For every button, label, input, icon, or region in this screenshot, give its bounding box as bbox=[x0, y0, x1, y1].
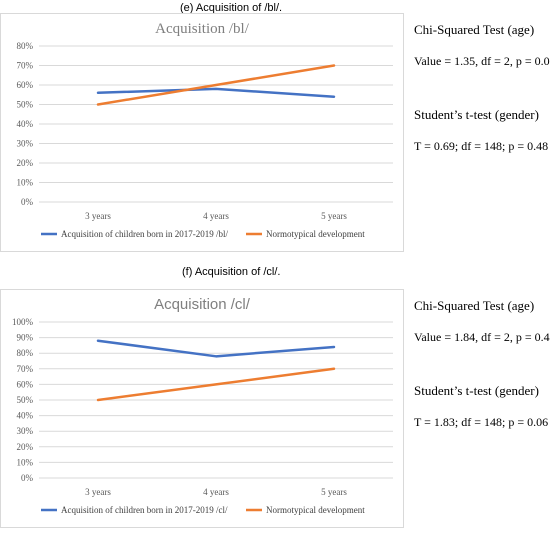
chart-title: Acquisition /cl/ bbox=[154, 296, 251, 313]
y-tick-label: 20% bbox=[17, 158, 34, 168]
chart-bl-container: Acquisition /bl/0% 10% 20% 30% 40% 50% 60% 70% 8… bbox=[0, 13, 404, 252]
chi-squared-title-f: Chi-Squared Test (age) bbox=[414, 298, 535, 313]
x-tick-label: 4 years bbox=[203, 211, 229, 221]
y-tick-label: 90% bbox=[17, 333, 34, 343]
series-line-acquisition bbox=[96, 87, 336, 98]
x-tick-label: 5 years bbox=[321, 487, 347, 497]
series-line-normotypical bbox=[96, 64, 336, 106]
stats-panel-e: Chi-Squared Test (age) Value = 1.35, df … bbox=[414, 22, 550, 154]
y-tick-label: 40% bbox=[17, 119, 34, 129]
x-tick-label: 3 years bbox=[85, 487, 111, 497]
y-tick-label: 100% bbox=[12, 317, 34, 327]
y-tick-label: 30% bbox=[17, 426, 34, 436]
chi-squared-value-f: Value = 1.84, df = 2, p = 0.40 bbox=[414, 330, 550, 344]
t-test-value-e: T = 0.69; df = 148; p = 0.48 bbox=[414, 139, 549, 153]
y-tick-label: 20% bbox=[17, 442, 34, 452]
y-tick-label: 80% bbox=[17, 348, 34, 358]
legend-label: Normotypical development bbox=[266, 505, 365, 515]
x-tick-label: 5 years bbox=[321, 211, 347, 221]
t-test-title-f: Student’s t-test (gender) bbox=[414, 383, 539, 398]
y-tick-label: 0% bbox=[21, 473, 34, 483]
chart-bl: Acquisition /bl/0% 10% 20% 30% 40% 50% 60% 70% 8… bbox=[17, 21, 393, 239]
panel-e-caption: (e) Acquisition of /bl/. bbox=[180, 2, 283, 14]
t-test-title-e: Student’s t-test (gender) bbox=[414, 107, 539, 122]
panel-f-caption: (f) Acquisition of /cl/. bbox=[182, 266, 281, 278]
y-tick-label: 0% bbox=[21, 197, 34, 207]
stats-panel-f: Chi-Squared Test (age) Value = 1.84, df … bbox=[414, 298, 550, 430]
y-tick-label: 70% bbox=[17, 364, 34, 374]
y-tick-label: 10% bbox=[17, 457, 34, 467]
x-tick-label: 3 years bbox=[85, 211, 111, 221]
chart-cl-container: Acquisition /cl/0% 10% 20% 30% 40% 50% 60% 70% 8… bbox=[0, 289, 404, 528]
y-tick-label: 50% bbox=[17, 100, 34, 110]
legend-label: Acquisition of children born in 2017-201… bbox=[61, 505, 228, 515]
series-line-acquisition bbox=[96, 339, 336, 358]
chi-squared-value-e: Value = 1.35, df = 2, p = 0.06 bbox=[414, 54, 550, 68]
legend-label: Acquisition of children born in 2017-201… bbox=[61, 229, 228, 239]
y-tick-label: 10% bbox=[17, 178, 34, 188]
chart-title: Acquisition /bl/ bbox=[155, 21, 250, 37]
chi-squared-title-e: Chi-Squared Test (age) bbox=[414, 22, 535, 37]
chart-cl: Acquisition /cl/0% 10% 20% 30% 40% 50% 60% 70% 8… bbox=[12, 296, 393, 515]
series-line-normotypical bbox=[96, 367, 336, 402]
y-tick-label: 60% bbox=[17, 379, 34, 389]
x-tick-label: 4 years bbox=[203, 487, 229, 497]
y-tick-label: 40% bbox=[17, 411, 34, 421]
t-test-value-f: T = 1.83; df = 148; p = 0.06 bbox=[414, 415, 549, 429]
legend-label: Normotypical development bbox=[266, 229, 365, 239]
y-tick-label: 80% bbox=[17, 41, 34, 51]
y-tick-label: 70% bbox=[17, 61, 34, 71]
y-tick-label: 60% bbox=[17, 80, 34, 90]
y-tick-label: 50% bbox=[17, 395, 34, 405]
y-tick-label: 30% bbox=[17, 139, 34, 149]
